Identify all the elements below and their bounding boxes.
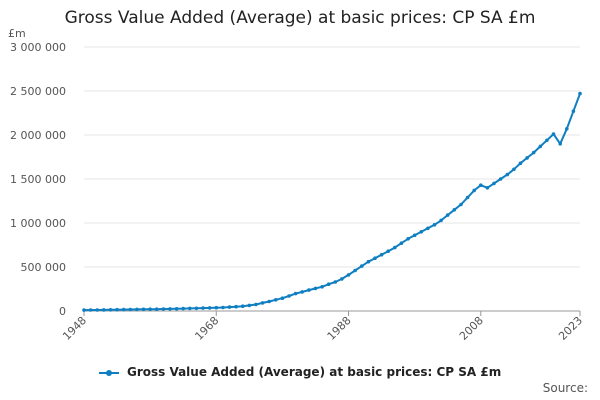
data-point[interactable] <box>320 285 324 289</box>
data-point[interactable] <box>148 307 152 312</box>
data-point[interactable] <box>518 161 523 165</box>
data-point[interactable] <box>194 306 199 311</box>
x-tick-label: 1968 <box>192 314 221 343</box>
data-point[interactable] <box>512 167 516 172</box>
data-point[interactable] <box>115 307 119 312</box>
y-axis-unit-label: £m <box>8 27 26 40</box>
data-point[interactable] <box>154 307 159 312</box>
data-point[interactable] <box>459 202 463 207</box>
data-point[interactable] <box>102 308 106 312</box>
data-point[interactable] <box>307 288 311 292</box>
source-label: Source: <box>542 381 588 395</box>
data-point[interactable] <box>313 286 318 291</box>
data-point[interactable] <box>135 307 139 312</box>
data-point[interactable] <box>300 290 305 294</box>
data-point[interactable] <box>393 245 397 250</box>
y-tick-label: 2 500 000 <box>10 85 66 98</box>
series-line <box>83 93 581 312</box>
data-point[interactable] <box>479 183 483 187</box>
x-tick-label: 1948 <box>60 314 89 343</box>
y-tick-label: 3 000 000 <box>10 41 66 54</box>
data-point[interactable] <box>247 303 252 308</box>
data-point[interactable] <box>128 307 133 312</box>
data-point[interactable] <box>373 256 377 261</box>
data-point[interactable] <box>360 264 364 268</box>
data-point[interactable] <box>379 252 384 257</box>
data-point[interactable] <box>406 237 410 241</box>
data-point[interactable] <box>346 273 351 277</box>
data-point[interactable] <box>445 213 450 217</box>
data-point[interactable] <box>207 306 212 310</box>
data-point[interactable] <box>426 226 430 231</box>
data-point[interactable] <box>221 305 225 310</box>
y-tick-label: 0 <box>59 305 66 318</box>
y-tick-label: 500 000 <box>21 261 67 274</box>
data-point[interactable] <box>439 218 443 223</box>
y-tick-label: 2 000 000 <box>10 129 66 142</box>
x-tick-label: 2008 <box>457 314 486 343</box>
data-point[interactable] <box>432 223 437 227</box>
chart-title: Gross Value Added (Average) at basic pri… <box>64 8 536 28</box>
data-point[interactable] <box>293 291 298 296</box>
data-point[interactable] <box>565 127 569 131</box>
data-point[interactable] <box>168 307 172 311</box>
data-point[interactable] <box>472 188 477 193</box>
data-point[interactable] <box>161 307 166 311</box>
data-point[interactable] <box>353 268 357 273</box>
data-point[interactable] <box>141 307 146 312</box>
data-point[interactable] <box>538 144 543 149</box>
data-point[interactable] <box>240 304 245 309</box>
data-point[interactable] <box>287 294 291 298</box>
data-point[interactable] <box>525 156 529 160</box>
data-point[interactable] <box>82 308 86 312</box>
data-point[interactable] <box>234 304 238 309</box>
data-point[interactable] <box>571 109 576 113</box>
data-point[interactable] <box>545 138 549 143</box>
data-point[interactable] <box>412 233 417 238</box>
data-point[interactable] <box>181 306 185 311</box>
data-point[interactable] <box>531 150 536 155</box>
data-point[interactable] <box>174 307 179 311</box>
data-point[interactable] <box>551 132 556 136</box>
data-point[interactable] <box>498 177 503 181</box>
data-point[interactable] <box>452 208 457 212</box>
data-point[interactable] <box>254 302 258 307</box>
data-point[interactable] <box>280 296 285 301</box>
legend-label: Gross Value Added (Average) at basic pri… <box>126 365 502 379</box>
axes: 0 500 000 1 000 000 1 500 000 2 000 000 2 500… <box>10 41 585 343</box>
data-point[interactable] <box>108 308 113 312</box>
y-tick-label: 1 500 000 <box>10 173 66 186</box>
data-point[interactable] <box>121 307 126 312</box>
data-point[interactable] <box>95 308 99 312</box>
data-point[interactable] <box>465 195 470 200</box>
data-point[interactable] <box>578 91 582 96</box>
data-point[interactable] <box>333 280 338 284</box>
data-point[interactable] <box>340 277 344 281</box>
series-layer <box>82 91 582 312</box>
y-tick-label: 1 000 000 <box>10 217 66 230</box>
x-tick-label: 2023 <box>556 314 585 343</box>
gridlines <box>84 46 580 312</box>
data-point[interactable] <box>88 308 93 312</box>
data-point[interactable] <box>399 241 404 245</box>
data-point[interactable] <box>227 305 232 309</box>
x-tick-label: 1988 <box>325 314 354 343</box>
data-point[interactable] <box>505 172 510 177</box>
data-point[interactable] <box>492 181 496 186</box>
data-point[interactable] <box>260 301 265 305</box>
data-point[interactable] <box>274 298 278 302</box>
legend-swatch <box>98 368 119 378</box>
data-point[interactable] <box>366 259 371 264</box>
legend[interactable]: Gross Value Added (Average) at basic pri… <box>0 365 600 379</box>
data-point[interactable] <box>558 142 562 146</box>
data-point[interactable] <box>485 186 490 190</box>
data-point[interactable] <box>188 306 192 311</box>
data-point[interactable] <box>326 282 331 287</box>
data-point[interactable] <box>214 305 219 310</box>
data-point[interactable] <box>386 249 391 253</box>
data-point[interactable] <box>419 230 424 234</box>
data-point[interactable] <box>201 306 205 310</box>
data-point[interactable] <box>267 299 272 304</box>
